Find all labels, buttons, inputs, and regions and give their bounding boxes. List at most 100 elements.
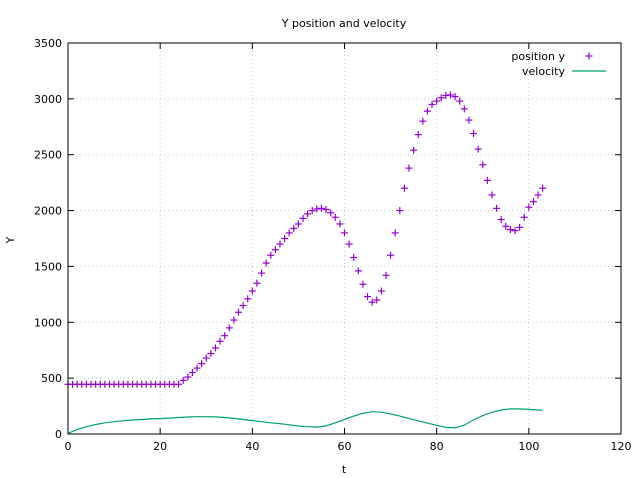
position-y-point [225,324,233,332]
position-y-point [281,235,289,242]
position-y-point [377,287,385,295]
position-y-point [483,176,491,184]
legend-marker-position-y [585,52,593,60]
position-y-point [290,224,298,232]
position-y-point [299,214,307,222]
position-y-point [317,204,325,212]
position-y-point [368,298,376,306]
position-y-point [188,369,196,377]
chart-title: Y position and velocity [281,17,407,30]
position-y-point [465,116,473,124]
y-tick-label: 500 [41,372,62,385]
position-y-point [262,259,270,267]
position-y-point [516,223,524,231]
y-tick-label: 2000 [34,205,62,218]
position-y-point [451,93,459,101]
position-y-point [179,376,187,384]
legend-label-position-y: position y [511,50,565,63]
y-tick-label: 0 [55,428,62,441]
velocity-series [67,408,543,434]
position-y-point [446,91,454,99]
y-tick-label: 2500 [34,149,62,162]
x-tick-label: 120 [611,440,632,453]
x-tick-label: 100 [518,440,539,453]
position-y-point [271,246,279,254]
position-y-point [428,100,436,108]
position-y-point [327,209,335,217]
y-tick-label: 1500 [34,260,62,273]
position-y-point [276,240,284,248]
position-y-point [534,191,542,199]
position-y-point [184,373,192,381]
position-y-point [493,204,501,212]
position-y-point [359,280,367,288]
position-y-point [396,207,404,215]
position-y-point [414,131,422,139]
position-y-point [529,198,537,206]
position-y-point [230,316,238,324]
position-y-point [373,296,381,304]
position-y-point [345,240,353,248]
position-y-point [423,107,431,115]
x-tick-label: 40 [245,440,259,453]
position-y-point [419,117,427,125]
legend-label-velocity: velocity [522,65,565,78]
position-y-point [198,360,206,368]
position-y-point [294,220,302,228]
position-y-point [304,210,312,218]
position-y-point [410,146,418,154]
position-y-point [502,222,510,230]
position-y-point [354,267,362,275]
position-y-point [244,295,252,303]
position-y-point [437,94,445,102]
position-y-point [336,220,344,228]
position-y-point [221,332,229,340]
position-y-series [64,91,547,388]
axis-ticks [67,42,622,435]
position-y-point [470,129,478,137]
position-y-point [235,308,243,316]
position-y-point [193,364,201,372]
position-y-point [497,216,505,224]
position-y-point [239,302,247,310]
velocity-line [67,408,543,434]
y-tick-labels: 0 500 1000 1500 2000 2500 3000 3500 [34,37,62,441]
position-y-point [202,354,210,362]
position-y-point [308,207,316,215]
x-tick-labels: 0 20 40 60 80 100 120 [65,440,632,453]
position-y-point [479,161,487,169]
position-y-point [364,293,372,301]
y-tick-label: 3000 [34,93,62,106]
x-tick-label: 20 [153,440,167,453]
position-y-point [211,344,219,352]
position-y-point [525,203,533,211]
position-y-point [322,205,330,213]
x-tick-label: 60 [338,440,352,453]
position-y-point [506,226,514,234]
y-tick-label: 1000 [34,316,62,329]
position-y-point [400,184,408,192]
x-axis-label: t [342,463,347,476]
position-y-point [488,191,496,199]
y-axis-label: Y [4,236,17,244]
position-y-point [350,253,358,261]
grid [68,43,621,434]
position-y-point [248,287,256,295]
x-tick-label: 0 [65,440,72,453]
position-y-point [387,251,395,259]
position-y-point [331,213,339,221]
position-y-point [520,213,528,221]
position-y-point [258,269,266,277]
position-y-point [405,164,413,172]
position-y-point [207,350,215,358]
position-y-point [216,337,224,345]
position-y-point [474,145,482,153]
position-y-point [341,229,348,237]
legend-plus-marker [585,52,593,60]
position-y-point [175,380,183,388]
x-tick-label: 80 [430,440,444,453]
y-tick-label: 3500 [34,37,62,50]
legend: position y velocity [511,50,606,78]
